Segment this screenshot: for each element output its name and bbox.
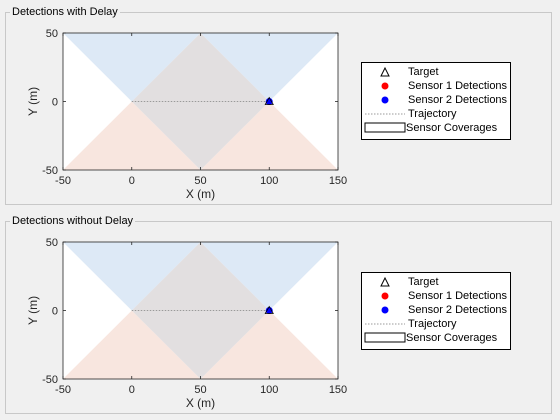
- legend-item-trajectory: Trajectory: [362, 317, 510, 331]
- panel-title: Detections without Delay: [10, 214, 136, 228]
- coverage-region-blue: [200, 33, 338, 102]
- legend-item-sensor1: Sensor 1 Detections: [362, 289, 510, 303]
- legend-item-sensor2: Sensor 2 Detections: [362, 303, 510, 317]
- dotted-line-icon: [365, 113, 405, 115]
- legend-label: Sensor Coverages: [406, 122, 498, 134]
- plot-without-delay: -50 0 50 100 150 50 0 -50 X (m) Y (m): [26, 237, 347, 410]
- dotted-line-icon: [365, 323, 405, 325]
- target-marker: [264, 96, 274, 105]
- legend-label: Sensor Coverages: [406, 332, 498, 344]
- panel-with-delay: Detections with Delay -50 0 50 100 150 50 0 -50…: [5, 5, 552, 205]
- legend-item-target: Target: [362, 65, 510, 79]
- legend-item-trajectory: Trajectory: [362, 107, 510, 121]
- coverage-overlap-region: [131, 33, 270, 170]
- legend-item-coverage: Sensor Coverages: [362, 331, 510, 345]
- coverage-region-orange: [200, 310, 338, 379]
- legend-item-target: Target: [362, 275, 510, 289]
- legend-label: Trajectory: [408, 108, 457, 120]
- y-tick-label: 50: [46, 237, 58, 249]
- panel-without-delay: Detections without Delay -50 0 50 100 150 50 0…: [5, 214, 552, 414]
- x-axis-label: X (m): [186, 187, 215, 201]
- x-tick-label: -50: [55, 175, 71, 187]
- legend-label: Sensor 2 Detections: [408, 94, 508, 106]
- x-tick-label: 100: [260, 384, 278, 396]
- legend-label: Sensor 1 Detections: [408, 80, 508, 92]
- y-tick-label: -50: [42, 374, 58, 386]
- y-tick-label: 50: [46, 28, 58, 40]
- y-axis-label: Y (m): [26, 296, 40, 325]
- coverage-overlap-region: [131, 242, 270, 379]
- legend: Target Sensor 1 Detections Sensor 2 Dete…: [361, 272, 511, 350]
- sensor2-detection-point: [265, 98, 273, 105]
- legend-item-sensor2: Sensor 2 Detections: [362, 93, 510, 107]
- legend-label: Target: [408, 66, 439, 78]
- x-tick-label: 50: [194, 384, 206, 396]
- coverage-region-orange: [63, 101, 201, 170]
- blue-dot-icon: [381, 96, 389, 104]
- red-dot-icon: [381, 292, 389, 300]
- y-tick-label: -50: [42, 165, 58, 177]
- x-axis-label: X (m): [186, 396, 215, 410]
- x-tick-label: -50: [55, 384, 71, 396]
- x-tick-label: 100: [260, 175, 278, 187]
- target-marker: [264, 305, 274, 314]
- rectangle-icon: [364, 332, 406, 343]
- legend-item-sensor1: Sensor 1 Detections: [362, 79, 510, 93]
- legend: Target Sensor 1 Detections Sensor 2 Dete…: [361, 62, 511, 140]
- coverage-region-orange: [63, 310, 201, 379]
- legend-label: Sensor 2 Detections: [408, 304, 508, 316]
- x-tick-label: 150: [329, 384, 347, 396]
- triangle-icon: [380, 276, 390, 287]
- y-tick-label: 0: [52, 97, 58, 109]
- y-axis-label: Y (m): [26, 87, 40, 116]
- y-tick-label: 0: [52, 306, 58, 318]
- blue-dot-icon: [381, 306, 389, 314]
- coverage-region-blue: [200, 242, 338, 311]
- plot-with-delay: -50 0 50 100 150 50 0 -50 X (m) Y (m): [26, 28, 347, 201]
- x-tick-label: 50: [194, 175, 206, 187]
- x-tick-label: 0: [129, 175, 135, 187]
- rectangle-icon: [364, 122, 406, 133]
- legend-item-coverage: Sensor Coverages: [362, 121, 510, 135]
- panel-title: Detections with Delay: [10, 5, 120, 19]
- coverage-region-blue: [63, 33, 201, 102]
- x-tick-label: 150: [329, 175, 347, 187]
- sensor2-detection-point: [265, 307, 273, 314]
- red-dot-icon: [381, 82, 389, 90]
- triangle-icon: [380, 66, 390, 77]
- x-tick-label: 0: [129, 384, 135, 396]
- legend-label: Trajectory: [408, 318, 457, 330]
- legend-label: Sensor 1 Detections: [408, 290, 508, 302]
- legend-label: Target: [408, 276, 439, 288]
- coverage-region-blue: [63, 242, 201, 311]
- coverage-region-orange: [200, 101, 338, 170]
